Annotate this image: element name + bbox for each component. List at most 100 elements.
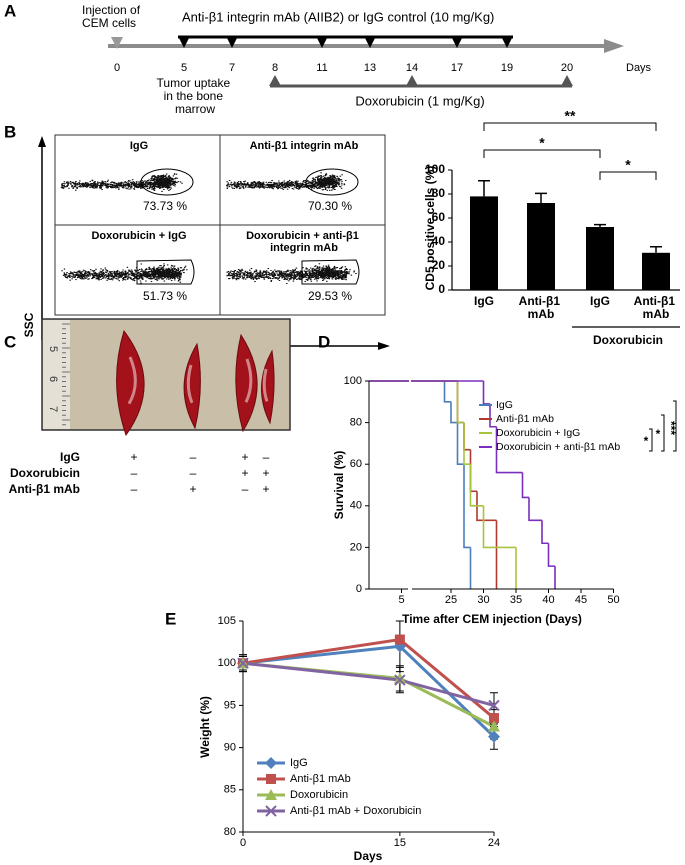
y-tick-label: 80 [432, 186, 446, 200]
treatment-sign: – [190, 466, 197, 480]
y-axis-label: Weight (%) [198, 696, 212, 758]
flow-ylabel: SSC [22, 312, 36, 337]
day-label: 14 [406, 62, 418, 74]
y-tick-label: 95 [224, 699, 236, 711]
flow-gate-label: 73.73 % [143, 199, 187, 213]
legend-label: Doxorubicin + IgG [496, 427, 580, 439]
marker [489, 713, 499, 724]
antibody-label: Anti-β1 integrin mAb (AIIB2) or IgG cont… [182, 9, 494, 24]
y-tick-label: 20 [432, 258, 446, 272]
flow-title: IgG [130, 140, 148, 152]
significance-bracket [649, 428, 653, 452]
x-tick-label: 24 [488, 837, 500, 849]
treatment-sign: + [241, 466, 248, 480]
group-label: Doxorubicin [593, 333, 663, 347]
x-tick-label: 0 [240, 837, 246, 849]
timeline-arrowhead [604, 39, 624, 53]
significance-bracket [483, 149, 601, 158]
error-bar [478, 180, 490, 197]
antibody-marker [178, 36, 190, 48]
flow-gate [305, 168, 359, 196]
significance-bracket [483, 122, 657, 131]
survival-step [476, 491, 497, 522]
legend-label: IgG [290, 757, 308, 769]
y-tick-label: 40 [432, 234, 446, 248]
day-label: 19 [501, 62, 513, 74]
treatment-sign: + [130, 450, 137, 464]
marker [237, 657, 249, 669]
x-axis-label: Days [354, 849, 383, 863]
survival-step [547, 543, 555, 567]
y-tick-label: 60 [350, 458, 362, 470]
x-tick-label: 30 [477, 594, 489, 606]
day-unit: Days [626, 62, 652, 74]
y-tick-label: 80 [224, 826, 236, 838]
survival-step [456, 381, 464, 424]
flow-dots [60, 173, 183, 192]
treatment-sign: + [241, 450, 248, 464]
survival-step [482, 381, 490, 405]
panel-label: A [4, 1, 16, 20]
day-label: 17 [451, 62, 463, 74]
day-label: 8 [272, 62, 278, 74]
treatment-sign: – [242, 482, 249, 496]
survival-step [469, 449, 477, 493]
x-tick-label: IgG [590, 294, 610, 308]
flow-title: Anti-β1 integrin mAb [250, 140, 359, 152]
survival-step [450, 401, 458, 424]
y-tick-label: 80 [350, 417, 362, 429]
survival-step [463, 464, 471, 549]
y-tick-label: 85 [224, 784, 236, 796]
ruler-label: 5 [47, 346, 59, 352]
antibody-marker [364, 36, 376, 48]
x-tick-label: 40 [542, 594, 554, 606]
treatment-sign: + [262, 482, 269, 496]
survival-step [541, 520, 549, 545]
y-tick-label: 40 [350, 500, 362, 512]
spleen-highlight [262, 368, 269, 402]
legend-label: Anti-β1 mAb [290, 773, 351, 785]
row-label: Doxorubicin [10, 466, 80, 480]
survival-step [456, 381, 464, 424]
flow-gate [140, 168, 194, 196]
ruler-label: 6 [47, 376, 59, 382]
row-label: Anti-β1 mAb [9, 482, 80, 496]
x-tick-label: 5 [398, 594, 404, 606]
flow-dots [225, 172, 347, 191]
flow-gate-label: 29.53 % [308, 289, 352, 303]
flow-gate [136, 259, 195, 285]
marker [488, 720, 500, 732]
flow-x-arrowhead [378, 342, 390, 350]
spleen-highlight [186, 364, 194, 404]
x-axis-label: Time after CEM injection (Days) [402, 612, 582, 626]
panel-label: D [318, 332, 330, 351]
legend-label: Doxorubicin + anti-β1 mAb [496, 441, 620, 453]
x-tick-label: 15 [394, 837, 406, 849]
spleen [116, 329, 145, 437]
marker [265, 757, 277, 769]
doxorubicin-marker [406, 75, 418, 86]
doxorubicin-marker [269, 75, 281, 86]
marker [488, 730, 500, 743]
significance-bracket [599, 171, 657, 180]
survival-step [482, 505, 516, 549]
survival-step [456, 422, 464, 466]
day-label: 7 [229, 62, 235, 74]
spleen-highlight [244, 358, 253, 403]
survival-step [521, 472, 529, 499]
x-tick-label: Anti-β1 mAb [634, 294, 679, 321]
y-tick-label: 0 [356, 583, 362, 595]
antibody-marker [316, 36, 328, 48]
x-tick-label: 35 [510, 594, 522, 606]
legend-label: IgG [496, 399, 513, 411]
survival-step [469, 464, 484, 507]
treatment-sign: – [131, 466, 138, 480]
y-tick-label: 100 [344, 375, 362, 387]
error-bar [650, 246, 662, 253]
y-axis-label: Survival (%) [332, 451, 346, 520]
series-line [242, 644, 496, 738]
marker [394, 634, 405, 645]
flow-title: Doxorubicin + anti-β1 integrin mAb [246, 230, 362, 254]
survival-step [489, 403, 497, 428]
